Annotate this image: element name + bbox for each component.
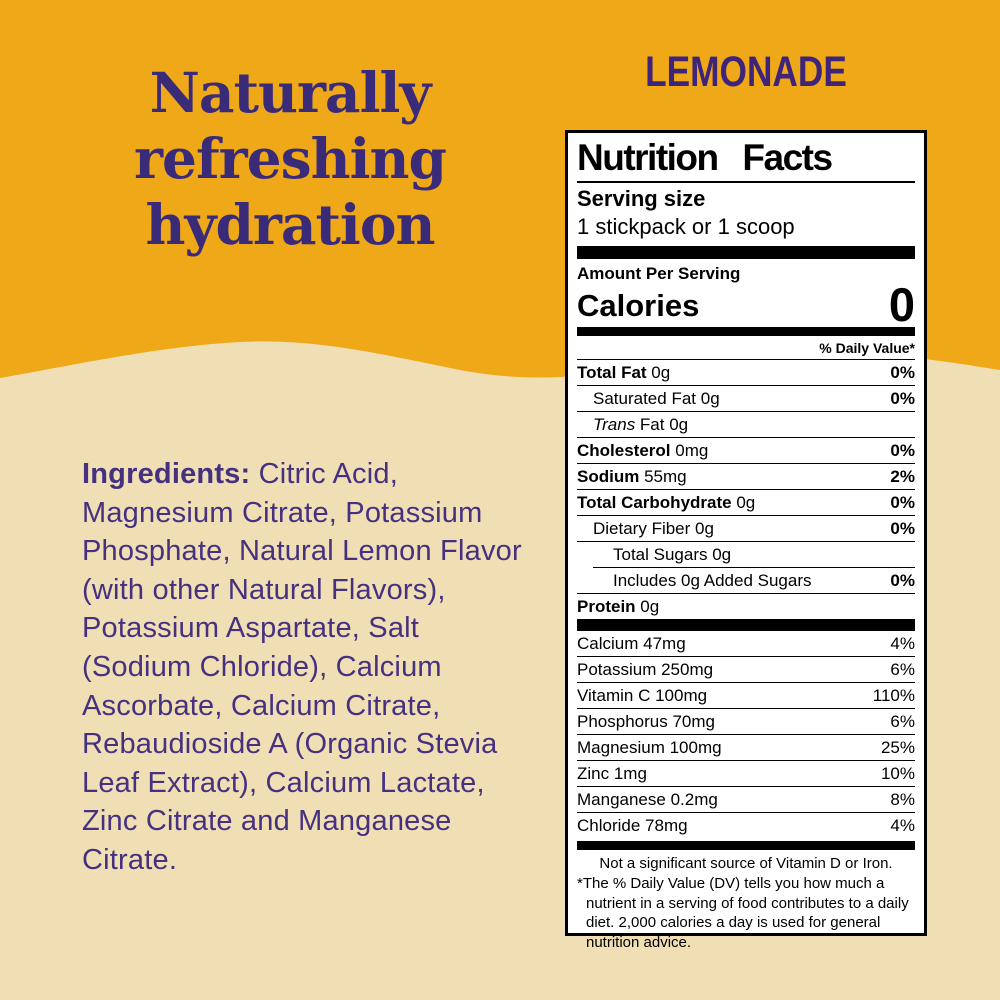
medium-divider <box>577 327 915 336</box>
ingredients-list: Citric Acid, Magnesium Citrate, Potassiu… <box>82 458 522 876</box>
nutrient-row: Manganese 0.2mg 8% <box>577 787 915 813</box>
nutrient-row: Chloride 78mg 4% <box>577 813 915 838</box>
daily-value-footnote: *The % Daily Value (DV) tells you how mu… <box>577 874 915 952</box>
headline: Naturally refreshing hydration <box>55 60 525 258</box>
nutrient-daily-value: 4% <box>890 815 915 835</box>
nutrient-name: Zinc 1mg <box>577 763 647 783</box>
headline-line-2: refreshing <box>134 126 447 191</box>
nutrient-daily-value: 0% <box>890 440 915 460</box>
nutrient-name: Total Carbohydrate 0g <box>577 492 756 512</box>
daily-value-header: % Daily Value* <box>577 336 915 360</box>
nutrient-daily-value: 6% <box>890 659 915 679</box>
nutrient-row: Saturated Fat 0g 0% <box>577 386 915 412</box>
nutrient-name: Dietary Fiber 0g <box>593 518 714 538</box>
nutrient-rows: Total Fat 0g 0% Saturated Fat 0g 0% Trans Fa… <box>577 360 915 619</box>
serving-size-value: 1 stickpack or 1 scoop <box>577 214 795 239</box>
nutrient-daily-value: 110% <box>872 685 915 705</box>
headline-line-1: Naturally <box>149 60 432 125</box>
nutrient-row: Total Sugars 0g <box>593 542 915 568</box>
nutrient-name: Chloride 78mg <box>577 815 688 835</box>
ingredients-text: Ingredients: Citric Acid, Magnesium Citr… <box>82 455 522 880</box>
nutrient-row: Total Carbohydrate 0g 0% <box>577 490 915 516</box>
nutrient-daily-value: 2% <box>890 466 915 486</box>
nutrient-name: Saturated Fat 0g <box>593 388 720 408</box>
nutrient-daily-value: 25% <box>880 737 915 757</box>
nutrient-row: Total Fat 0g 0% <box>577 360 915 386</box>
nutrient-name: Potassium 250mg <box>577 659 714 679</box>
medium-divider <box>577 841 915 850</box>
nutrient-row: Includes 0g Added Sugars 0% <box>577 568 915 594</box>
nutrient-name: Magnesium 100mg <box>577 737 722 757</box>
nutrient-daily-value: 0% <box>890 388 915 408</box>
nutrient-daily-value: 8% <box>890 789 915 809</box>
nutrient-daily-value: 4% <box>890 633 915 653</box>
nutrient-name: Manganese 0.2mg <box>577 789 718 809</box>
nutrient-name: Total Sugars 0g <box>613 544 732 564</box>
nutrient-name: Calcium 47mg <box>577 633 686 653</box>
nutrient-name: Protein 0g <box>577 596 660 616</box>
nutrient-name: Phosphorus 70mg <box>577 711 715 731</box>
nutrient-row: Zinc 1mg 10% <box>577 761 915 787</box>
nutrition-facts-title: Nutrition Facts <box>577 137 833 178</box>
nutrient-row: Vitamin C 100mg 110% <box>577 683 915 709</box>
thick-divider <box>577 619 915 631</box>
nutrient-row: Calcium 47mg 4% <box>577 631 915 657</box>
nutrient-row: Potassium 250mg 6% <box>577 657 915 683</box>
ingredients-label: Ingredients: <box>82 458 251 490</box>
nutrient-row: Sodium 55mg 2% <box>577 464 915 490</box>
nutrient-daily-value: 10% <box>880 763 915 783</box>
calories-row: Calories 0 <box>577 278 915 331</box>
nutrient-name: Total Fat 0g <box>577 362 671 382</box>
nutrition-facts-label: Nutrition Facts Serving size 1 stickpack… <box>565 130 927 951</box>
footnote-asterisk: * <box>577 875 583 892</box>
thick-divider <box>577 246 915 259</box>
nutrient-name: Vitamin C 100mg <box>577 685 708 705</box>
nutrient-name: Trans Fat 0g <box>593 414 689 434</box>
nutrient-name: Cholesterol 0mg <box>577 440 709 460</box>
nutrient-row: Protein 0g <box>577 594 915 619</box>
nutrient-row: Cholesterol 0mg 0% <box>577 438 915 464</box>
footnote-text: The % Daily Value (DV) tells you how muc… <box>582 875 909 951</box>
headline-line-3: hydration <box>145 192 436 257</box>
nutrient-row: Magnesium 100mg 25% <box>577 735 915 761</box>
nutrient-daily-value: 0% <box>890 518 915 538</box>
calories-label: Calories <box>577 288 700 323</box>
nutrient-row: Dietary Fiber 0g 0% <box>577 516 915 542</box>
nutrient-row: Trans Fat 0g <box>577 412 915 438</box>
nutrient-daily-value: 0% <box>890 362 915 382</box>
nutrient-name: Sodium 55mg <box>577 466 687 486</box>
amount-per-serving-label: Amount Per Serving <box>577 264 741 283</box>
nutrient-row: Phosphorus 70mg 6% <box>577 709 915 735</box>
not-significant-note: Not a significant source of Vitamin D or… <box>599 855 893 872</box>
nutrient-daily-value: 6% <box>890 711 915 731</box>
nutrient-daily-value: 0% <box>890 570 915 590</box>
flavor-name: LEMONADE <box>645 48 847 96</box>
nutrient-daily-value: 0% <box>890 492 915 512</box>
nutrient-name: Includes 0g Added Sugars <box>613 570 812 590</box>
divider <box>577 181 915 183</box>
calories-value: 0 <box>888 278 915 331</box>
mineral-rows: Calcium 47mg 4% Potassium 250mg 6% Vitamin C… <box>577 631 915 838</box>
serving-size-label: Serving size <box>577 186 706 211</box>
